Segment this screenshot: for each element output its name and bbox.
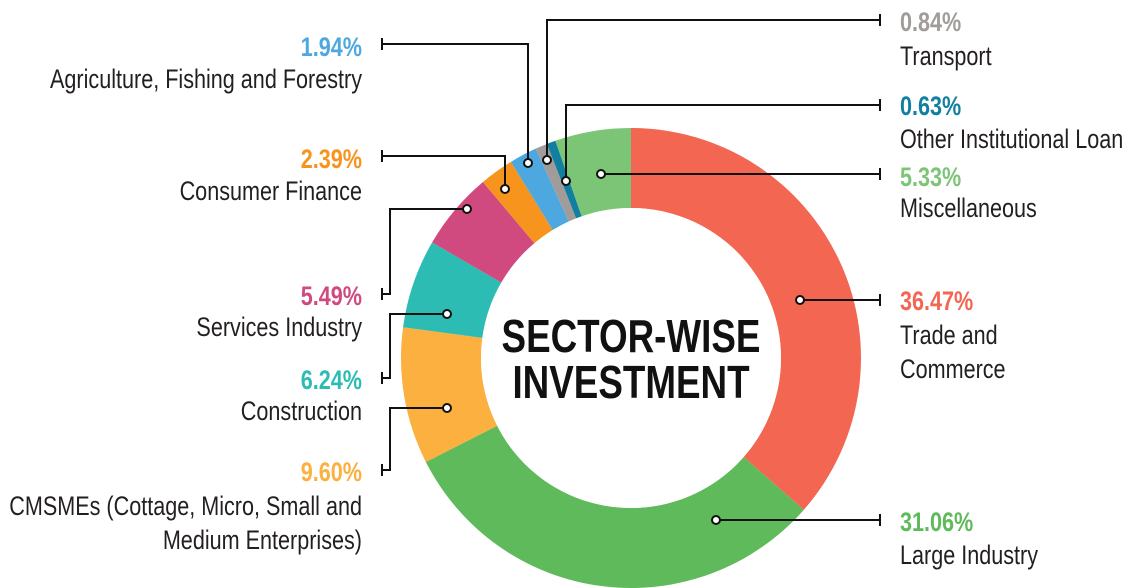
slice-agri (510, 148, 569, 231)
leader-dot-transport (542, 155, 552, 165)
leader-lines (381, 14, 881, 526)
category-label-construction: Construction (241, 397, 362, 427)
value-label-trade: 36.47% (900, 287, 973, 317)
leader-line-consumer (382, 155, 506, 189)
leader-line-construction (382, 313, 447, 379)
value-label-cmsme: 9.60% (301, 458, 362, 488)
leader-dot-services (462, 204, 472, 214)
leader-dot-large (711, 515, 721, 525)
leader-dot-trade (795, 295, 805, 305)
slice-labels: 36.47% Trade and Commerce 31.06%Large Indus… (9, 8, 1123, 571)
leader-line-cmsme (382, 407, 447, 471)
leader-dot-cmsme (442, 403, 452, 413)
donut-hole (481, 208, 781, 508)
leader-dot-other (561, 176, 571, 186)
category-label-transport: Transport (900, 42, 992, 72)
category-label-cmsme: Medium Enterprises) (163, 526, 362, 556)
slice-cmsme (401, 327, 498, 462)
donut-slices (401, 128, 861, 588)
value-label-transport: 0.84% (900, 8, 961, 38)
value-label-agri: 1.94% (301, 33, 362, 63)
leader-line-transport (546, 19, 880, 160)
value-label-consumer: 2.39% (301, 145, 362, 175)
category-label-trade: Commerce (900, 355, 1006, 385)
category-label-trade: Trade and (900, 321, 998, 351)
category-label-agri: Agriculture, Fishing and Forestry (50, 65, 363, 95)
value-label-large: 31.06% (900, 508, 973, 538)
chart-title-line-2: INVESTMENT (512, 356, 749, 408)
leader-dot-construction (442, 309, 452, 319)
slice-consumer (482, 161, 553, 244)
leader-line-other (565, 104, 880, 181)
category-label-cmsme: CMSMEs (Cottage, Micro, Small and (9, 492, 362, 522)
leader-dot-misc (596, 169, 606, 179)
category-label-services: Services Industry (196, 313, 362, 343)
value-label-construction: 6.24% (301, 366, 362, 396)
chart-title-line-1: SECTOR-WISE (502, 310, 761, 362)
slice-services (432, 181, 535, 283)
slice-trade (631, 128, 861, 510)
value-label-other: 0.63% (900, 92, 961, 122)
category-label-consumer: Consumer Finance (180, 177, 362, 207)
value-label-services: 5.49% (301, 282, 362, 312)
value-label-misc: 5.33% (900, 163, 961, 193)
leader-line-agri (382, 43, 529, 163)
category-label-large: Large Industry (900, 541, 1039, 571)
category-label-other: Other Institutional Loan (900, 125, 1123, 155)
leader-dot-agri (523, 158, 533, 168)
leader-dot-consumer (500, 184, 510, 194)
leader-line-services (382, 208, 467, 295)
slice-misc (555, 128, 631, 217)
slice-large (425, 425, 804, 588)
category-label-misc: Miscellaneous (900, 194, 1037, 224)
